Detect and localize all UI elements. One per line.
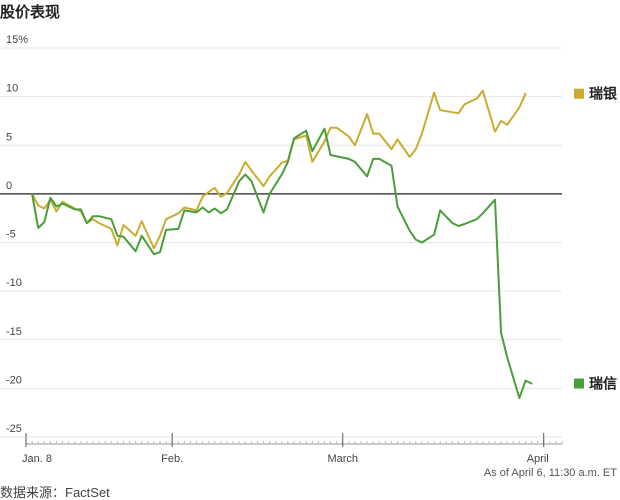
y-tick-label: 15%	[6, 34, 28, 46]
x-tick-label: March	[327, 453, 358, 465]
source-note: 数据来源：FactSet	[0, 485, 110, 500]
x-axis-ticks: Jan. 8 Feb. March April	[22, 433, 563, 465]
series-lines	[31, 89, 533, 400]
y-tick-label: -20	[6, 374, 22, 386]
timestamp-note: As of April 6, 11:30 a.m. ET	[484, 467, 617, 479]
x-tick-label: Jan. 8	[22, 453, 52, 465]
x-tick-label: Feb.	[161, 453, 183, 465]
y-tick-label: 5	[6, 131, 12, 143]
series-line	[31, 89, 527, 250]
legend-label: 瑞银	[589, 86, 618, 102]
y-tick-label: -25	[6, 423, 22, 435]
legend-swatch	[574, 88, 584, 99]
y-tick-label: 0	[6, 180, 12, 192]
series-line	[31, 127, 533, 400]
y-tick-label: -10	[6, 277, 22, 289]
x-tick-label: April	[527, 453, 549, 465]
chart-title: 股价表现	[0, 3, 60, 21]
y-axis-ticks: 15% 10 5 0 -5 -10 -15 -20 -25	[6, 34, 28, 435]
y-tick-label: 10	[6, 83, 18, 95]
legend-swatch	[574, 378, 584, 389]
y-tick-label: -5	[6, 229, 16, 241]
legend-label: 瑞信	[589, 376, 617, 392]
y-tick-label: -15	[6, 326, 22, 338]
gridlines	[0, 47, 562, 438]
